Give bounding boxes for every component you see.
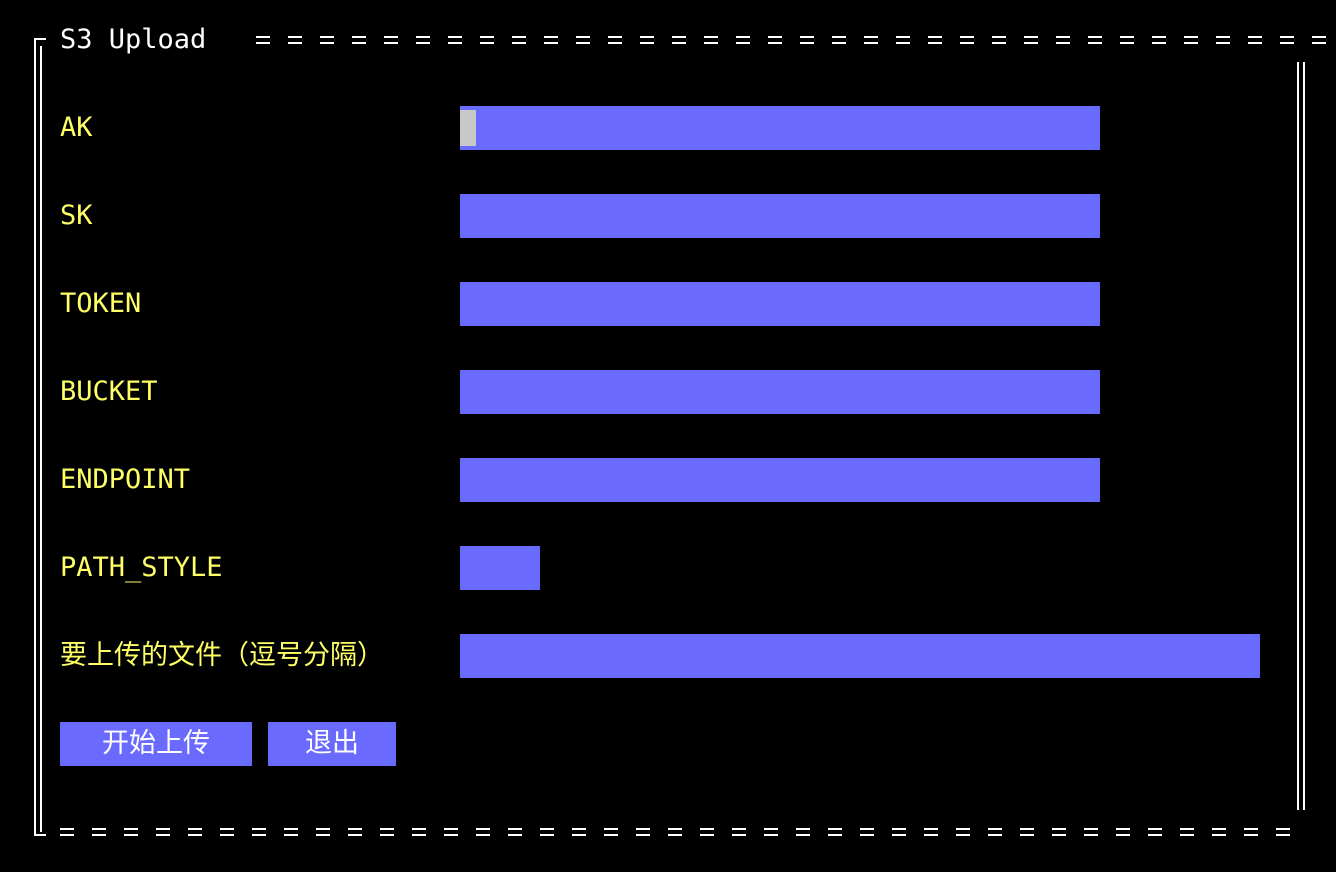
field-label-path-style: PATH_STYLE xyxy=(60,552,223,583)
start-upload-button[interactable]: 开始上传 xyxy=(60,722,252,766)
exit-button[interactable]: 退出 xyxy=(268,722,396,766)
token-input[interactable] xyxy=(460,282,1100,326)
ak-input[interactable] xyxy=(460,106,1100,150)
window-title: S3 Upload xyxy=(60,22,211,58)
field-label-sk: SK xyxy=(60,200,93,231)
frame-top-dashes xyxy=(256,36,1330,44)
frame-bottom-dashes xyxy=(60,828,1294,836)
bucket-input[interactable] xyxy=(460,370,1100,414)
endpoint-input[interactable] xyxy=(460,458,1100,502)
frame-right-edge xyxy=(1297,62,1305,810)
field-label-ak: AK xyxy=(60,112,93,143)
sk-input[interactable] xyxy=(460,194,1100,238)
text-cursor xyxy=(460,110,476,146)
field-label-files: 要上传的文件（逗号分隔） xyxy=(60,640,384,671)
frame-left-edge xyxy=(34,46,42,832)
path-style-toggle[interactable]: true xyxy=(460,546,540,590)
field-label-endpoint: ENDPOINT xyxy=(60,464,191,495)
frame-corner-bottom-left xyxy=(34,826,46,836)
frame-corner-top-left xyxy=(34,38,46,50)
field-label-bucket: BUCKET xyxy=(60,376,158,407)
field-label-token: TOKEN xyxy=(60,288,142,319)
files-input[interactable] xyxy=(460,634,1260,678)
